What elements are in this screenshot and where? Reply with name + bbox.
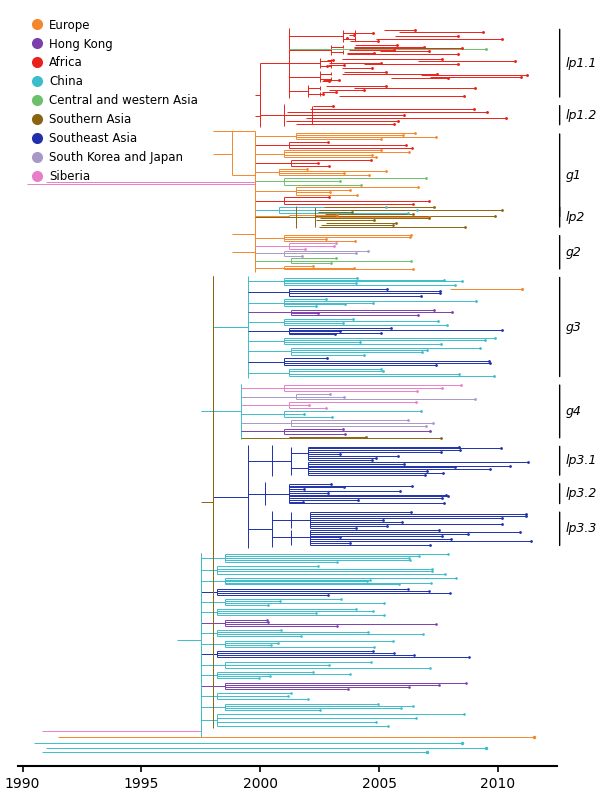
Text: lp3.1: lp3.1 <box>566 454 597 467</box>
Text: g1: g1 <box>566 169 581 182</box>
Text: g4: g4 <box>566 405 581 418</box>
Text: lp1.1: lp1.1 <box>566 56 597 70</box>
Text: lp3.2: lp3.2 <box>566 487 597 500</box>
Text: g3: g3 <box>566 320 581 333</box>
Text: lp1.2: lp1.2 <box>566 109 597 122</box>
Text: g2: g2 <box>566 246 581 258</box>
Legend: Europe, Hong Kong, Africa, China, Central and western Asia, Southern Asia, South: Europe, Hong Kong, Africa, China, Centra… <box>29 14 203 188</box>
Text: lp3.3: lp3.3 <box>566 522 597 535</box>
Text: lp2: lp2 <box>566 211 585 223</box>
